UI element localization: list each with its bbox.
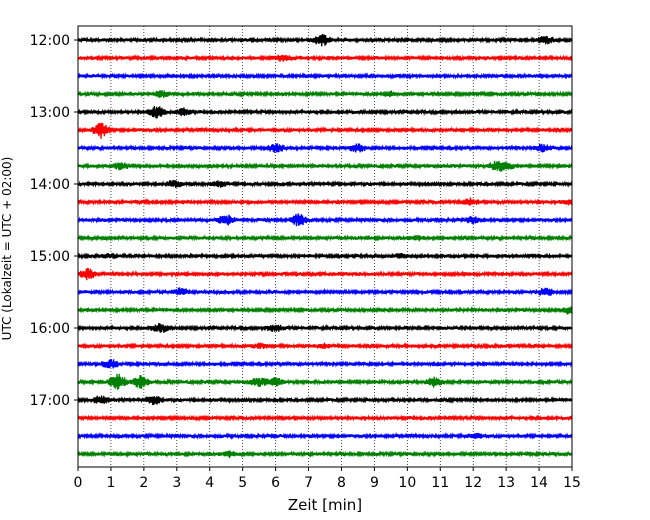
- x-tick-label: 2: [139, 475, 148, 491]
- seismic-trace-1430: [77, 213, 573, 227]
- x-tick-label: 15: [563, 475, 581, 491]
- seismic-trace-1245: [77, 89, 573, 98]
- x-tick-label: 1: [106, 475, 115, 491]
- seismic-trace-1330: [77, 143, 573, 153]
- seismic-trace-1730: [77, 431, 573, 441]
- y-tick-label: 14:00: [30, 177, 70, 193]
- x-axis-ticks: 0 1 2 3 4 5 6 7 8 9 10 11 12 13 14 15: [74, 467, 581, 491]
- y-tick-label: 15:00: [30, 249, 70, 265]
- seismic-trace-1530: [77, 287, 573, 297]
- seismic-trace-1715: [77, 414, 573, 422]
- seismic-trace-1200: [77, 34, 573, 47]
- x-tick-label: 9: [370, 475, 379, 491]
- seismic-trace-1545: [77, 305, 573, 315]
- y-axis-ticks: 12:00 13:00 14:00 15:00 16:00 17:00: [30, 33, 78, 409]
- plot-frame: [77, 25, 573, 468]
- trace-series: [77, 34, 573, 459]
- seismic-trace-1300: [77, 106, 573, 119]
- seismic-trace-1215: [77, 54, 573, 62]
- x-tick-label: 8: [337, 475, 346, 491]
- seismic-trace-1445: [77, 234, 573, 243]
- seismic-trace-1230: [77, 72, 573, 80]
- x-tick-label: 5: [238, 475, 247, 491]
- x-tick-label: 13: [497, 475, 515, 491]
- x-tick-label: 7: [304, 475, 313, 491]
- seismic-trace-1630: [77, 359, 573, 369]
- y-tick-label: 13:00: [30, 105, 70, 121]
- seismic-trace-1745: [77, 450, 573, 459]
- seismic-trace-1345: [77, 160, 573, 172]
- y-axis-label: UTC (Lokalzeit = UTC + 02:00): [0, 157, 14, 341]
- seismic-trace-1615: [77, 342, 573, 350]
- seismic-trace-1600: [77, 323, 573, 333]
- x-tick-label: 14: [530, 475, 548, 491]
- seismic-trace-1415: [77, 197, 573, 207]
- seismic-trace-1515: [77, 267, 573, 281]
- seismic-trace-1645: [77, 373, 573, 390]
- seismic-trace-1500: [77, 252, 573, 260]
- x-tick-label: 0: [74, 475, 83, 491]
- x-tick-label: 6: [271, 475, 280, 491]
- x-tick-label: 12: [464, 475, 482, 491]
- seismic-trace-1315: [77, 122, 573, 139]
- x-tick-label: 11: [431, 475, 449, 491]
- seismic-trace-1700: [77, 395, 573, 405]
- seismic-trace-1400: [77, 180, 573, 189]
- x-tick-label: 3: [172, 475, 181, 491]
- x-tick-label: 10: [398, 475, 416, 491]
- y-tick-label: 17:00: [30, 393, 70, 409]
- y-tick-label: 12:00: [30, 33, 70, 49]
- y-tick-label: 16:00: [30, 321, 70, 337]
- x-tick-label: 4: [205, 475, 214, 491]
- x-axis-label: Zeit [min]: [288, 496, 362, 514]
